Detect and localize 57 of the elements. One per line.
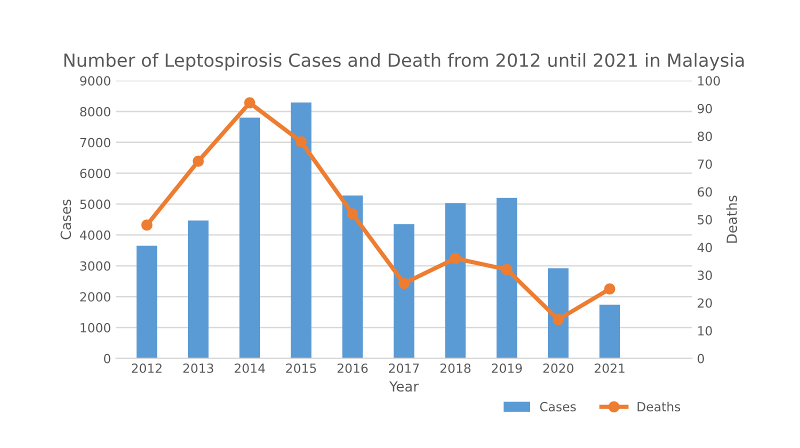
x-tick-label: 2018 [440, 363, 470, 373]
legend-label: Cases [540, 402, 576, 412]
y2-tick-label: 10 [698, 326, 712, 336]
x-tick-label: 2021 [594, 363, 624, 373]
y2-tick-label: 50 [698, 214, 712, 224]
point [450, 252, 461, 264]
y-tick-label: 3000 [80, 261, 110, 271]
x-tick-label: 2020 [543, 363, 574, 373]
x-tick-label: 2019 [492, 363, 522, 373]
y-tick-label: 1000 [80, 323, 110, 332]
y2-tick-label: 40 [697, 242, 712, 252]
y-tick-label: 9000 [80, 76, 110, 86]
point [604, 283, 616, 295]
y2-tick-label: 60 [698, 187, 712, 197]
bar [548, 268, 569, 358]
y-tick-label: 6000 [80, 168, 110, 178]
y2-tick-label: 30 [698, 270, 712, 280]
chart-title: Number of Leptospirosis Cases and Death from 2012 until 2021 in Malaysia [64, 53, 744, 71]
legend-label: Deaths [638, 402, 680, 412]
point [347, 208, 358, 220]
bar [239, 118, 260, 358]
x-tick-label: 2012 [132, 363, 162, 373]
y2-tick-label: 0 [698, 354, 704, 364]
point [552, 314, 564, 326]
y-axis-title: Cases [60, 200, 72, 240]
bar [394, 224, 414, 358]
bar [188, 220, 209, 358]
x-tick-label: 2016 [338, 363, 368, 373]
bar [136, 246, 158, 358]
point [501, 264, 512, 276]
x-tick-label: 2013 [183, 363, 214, 373]
x-tick-label: 2015 [286, 363, 316, 373]
point [192, 156, 204, 167]
point [296, 136, 307, 148]
y-tick-label: 7000 [80, 138, 110, 148]
point [398, 278, 410, 289]
y-tick-label: 0 [104, 354, 110, 364]
point [244, 97, 256, 108]
point [141, 220, 152, 231]
bar [445, 203, 466, 358]
bar [342, 195, 363, 358]
bar [496, 198, 518, 358]
y2-tick-label: 20 [698, 298, 712, 308]
y-tick-label: 8000 [80, 106, 110, 116]
y-tick-label: 4000 [80, 230, 110, 240]
x-tick-label: 2017 [389, 363, 419, 373]
y2-tick-label: 100 [698, 76, 720, 86]
x-axis-title: Year [389, 381, 419, 392]
y-tick-label: 5000 [80, 200, 110, 210]
y2-tick-label: 70 [698, 159, 712, 169]
y-tick-label: 2000 [80, 292, 110, 302]
y2-tick-label: 90 [698, 104, 712, 114]
x-tick-label: 2014 [234, 363, 265, 373]
y2-axis-title: Deaths [726, 196, 738, 243]
bar [290, 102, 312, 358]
bar [599, 304, 620, 358]
y2-tick-label: 80 [698, 132, 712, 142]
